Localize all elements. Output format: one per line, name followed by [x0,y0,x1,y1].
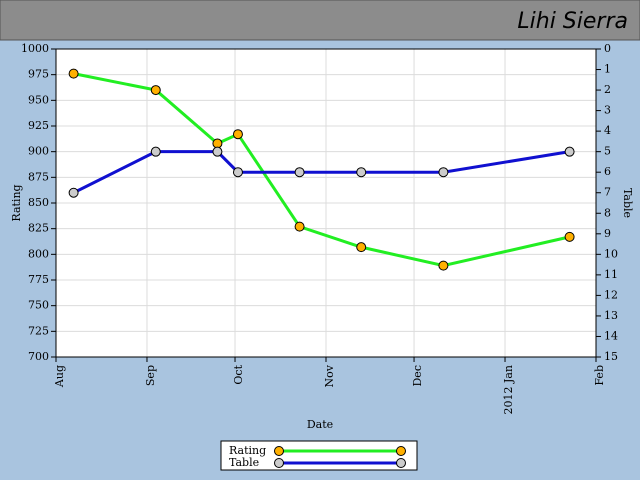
y2-tick-label: 14 [604,329,618,342]
series-marker [68,187,79,198]
y2-tick-label: 11 [604,268,618,281]
y2-tick-label: 2 [604,83,611,96]
y2-tick-label: 3 [604,104,611,117]
x-tick-label: 2012 Jan [502,365,515,415]
y-tick-label: 900 [28,145,49,158]
legend-label: Table [229,456,259,469]
y-tick-label: 975 [28,68,49,81]
y-tick-label: 800 [28,247,49,260]
y2-tick-label: 13 [604,309,618,322]
series-marker [438,260,449,271]
y2-tick-label: 15 [604,350,618,363]
y-tick-label: 725 [28,324,49,337]
y2-tick-label: 0 [604,42,611,55]
y-tick-label: 750 [28,299,49,312]
series [68,68,575,271]
y-tick-label: 825 [28,222,49,235]
x-tick-label: Nov [323,364,336,387]
series-marker [564,146,575,157]
y-tick-label: 850 [28,196,49,209]
series-marker [356,167,367,178]
series-marker [438,167,449,178]
x-axis-label: Date [307,418,333,431]
series-marker [150,146,161,157]
y-tick-label: 875 [28,170,49,183]
x-tick-label: Sep [144,365,157,386]
legend-marker [396,446,406,456]
y2-tick-label: 12 [604,288,618,301]
y-tick-label: 775 [28,273,49,286]
series-marker [356,242,367,253]
y2-tick-label: 5 [604,145,611,158]
series-marker [564,231,575,242]
legend [220,440,418,471]
y2-tick-label: 7 [604,186,611,199]
y-tick-label: 950 [28,93,49,106]
series-marker [150,85,161,96]
y2-tick-label: 4 [604,124,611,137]
legend-label: Rating [229,444,266,457]
y2-tick-label: 10 [604,247,618,260]
series-line [72,150,570,195]
y2-axis-label: Table [621,188,634,218]
y-tick-label: 1000 [21,42,49,55]
y-axis-label: Rating [10,184,23,221]
header-bar [0,0,640,41]
y2-tick-label: 8 [604,206,611,219]
x-tick-label: Feb [593,365,606,386]
x-tick-label: Aug [53,365,66,388]
legend-marker [274,446,284,456]
series-marker [232,167,243,178]
y-tick-label: 700 [28,350,49,363]
legend-marker [396,458,406,468]
legend-marker [274,458,284,468]
x-tick-label: Dec [411,365,424,387]
series-marker [212,138,223,149]
y2-tick-label: 6 [604,165,611,178]
series-marker [294,221,305,232]
series-marker [232,129,243,140]
series-marker [212,146,223,157]
y2-tick-label: 1 [604,63,611,76]
y-tick-label: 925 [28,119,49,132]
series-marker [294,167,305,178]
series-line [73,72,570,268]
y2-tick-label: 9 [604,227,611,240]
x-tick-label: Oct [232,364,245,384]
header-title: Lihi Sierra [517,9,628,34]
grid [55,48,597,358]
series-marker [68,68,79,79]
